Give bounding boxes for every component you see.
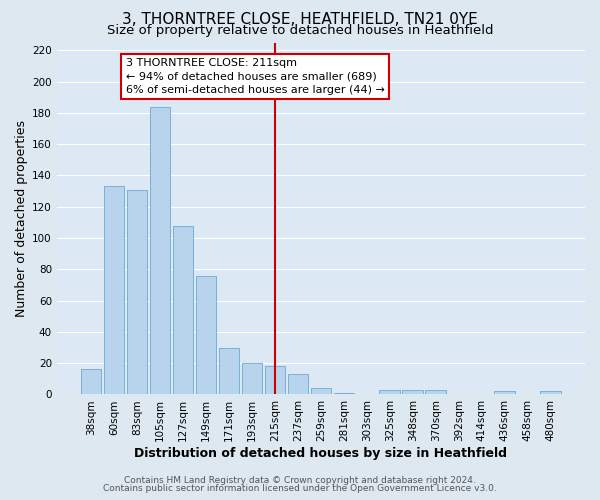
Bar [173,226,193,394]
Y-axis label: Number of detached properties: Number of detached properties [15,120,28,317]
Bar [379,390,400,394]
Bar [334,393,354,394]
Bar [81,370,101,394]
Text: 3 THORNTREE CLOSE: 211sqm
← 94% of detached houses are smaller (689)
6% of semi-: 3 THORNTREE CLOSE: 211sqm ← 94% of detac… [125,58,385,94]
Text: Size of property relative to detached houses in Heathfield: Size of property relative to detached ho… [107,24,493,37]
Bar [127,190,148,394]
Bar [541,392,561,394]
Bar [287,374,308,394]
Bar [218,348,239,395]
X-axis label: Distribution of detached houses by size in Heathfield: Distribution of detached houses by size … [134,447,508,460]
Bar [196,276,217,394]
Bar [104,186,124,394]
Bar [494,392,515,394]
Bar [403,390,423,394]
Text: Contains HM Land Registry data © Crown copyright and database right 2024.: Contains HM Land Registry data © Crown c… [124,476,476,485]
Bar [425,390,446,394]
Bar [265,366,285,394]
Bar [150,106,170,395]
Text: Contains public sector information licensed under the Open Government Licence v3: Contains public sector information licen… [103,484,497,493]
Text: 3, THORNTREE CLOSE, HEATHFIELD, TN21 0YE: 3, THORNTREE CLOSE, HEATHFIELD, TN21 0YE [122,12,478,28]
Bar [242,363,262,394]
Bar [311,388,331,394]
